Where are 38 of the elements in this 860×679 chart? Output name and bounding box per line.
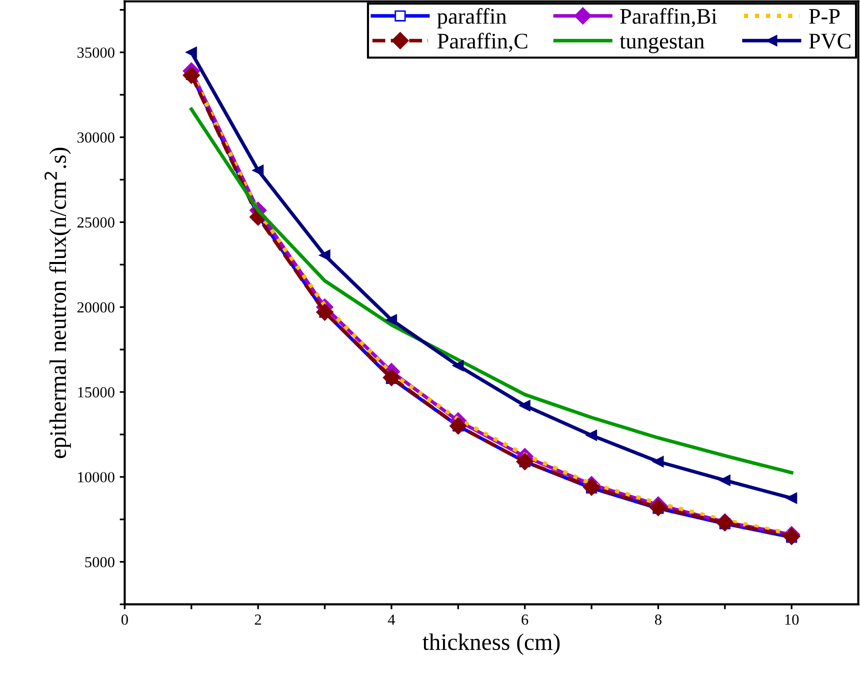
y-tick-label: 35000	[78, 47, 114, 58]
x-tick-label: 6	[522, 614, 528, 625]
x-axis-title: thickness (cm)	[422, 633, 560, 655]
y-tick-label: 20000	[77, 302, 114, 313]
x-tick-label: 8	[654, 614, 662, 625]
point	[252, 164, 264, 176]
x-tick-label: 10	[785, 614, 799, 625]
point	[386, 314, 398, 326]
x-tick-label: 0	[121, 614, 128, 625]
point	[452, 360, 464, 372]
point	[586, 430, 598, 441]
point	[650, 498, 667, 516]
y-tick-label: 25000	[77, 217, 114, 228]
point	[382, 369, 400, 386]
legend-label: Paraffin,Bi	[620, 8, 717, 28]
point	[319, 250, 330, 261]
line-series	[190, 107, 794, 474]
legend-label: paraffin	[437, 8, 506, 28]
point	[186, 46, 197, 58]
y-axis-title: epithermal neutron flux(n/cm$^{2}$.s)	[44, 148, 71, 458]
point	[182, 66, 200, 84]
y-tick-label: 5000	[85, 556, 114, 568]
point	[450, 417, 467, 435]
point	[719, 474, 730, 486]
point	[786, 492, 798, 504]
legend-label: PVC	[809, 34, 850, 49]
legend-label: Paraffin,C	[438, 32, 528, 52]
x-tick-label: 4	[388, 614, 396, 625]
y-tick-label: 30000	[78, 132, 114, 143]
x-tick-label: 2	[254, 614, 262, 625]
point	[516, 453, 534, 470]
point	[519, 400, 530, 412]
point	[652, 456, 664, 468]
point	[316, 304, 334, 321]
legend-label: P-P	[809, 9, 840, 24]
legend-label: tungestan	[620, 36, 704, 54]
y-tick-label: 15000	[78, 387, 114, 398]
y-tick-label: 10000	[78, 472, 114, 482]
